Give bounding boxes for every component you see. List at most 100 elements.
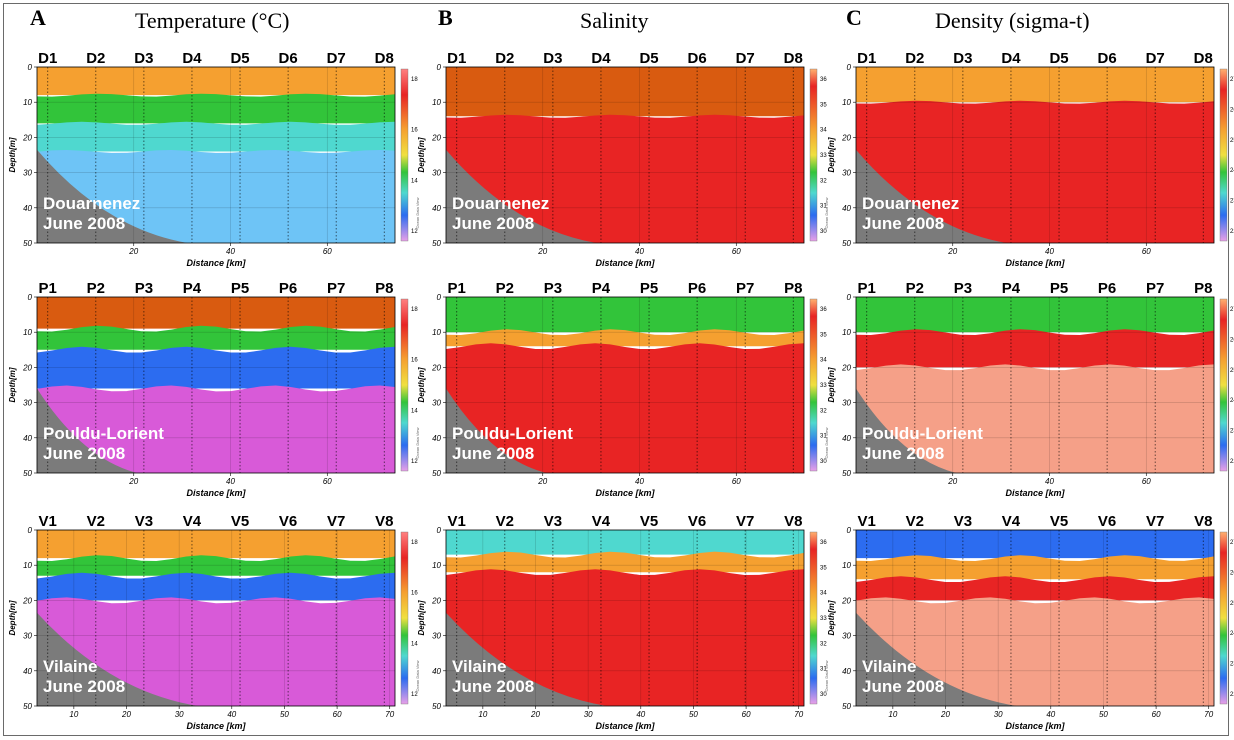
colorbar-tick-label: 24 [1230,398,1234,404]
colorbar-caption: Ocean Data View [824,427,829,458]
y-tick-label: 10 [842,98,851,107]
y-tick-label: 10 [23,561,32,570]
depth-layer [37,572,395,601]
y-tick-label: 30 [432,399,441,408]
station-label: D1 [447,50,466,67]
depth-layer [37,555,395,576]
colorbar-tick-label: 26 [1230,107,1234,113]
x-axis-label: Distance [km] [186,488,246,498]
colorbar-tick-label: 36 [820,307,827,313]
station-label: D5 [639,50,658,67]
x-tick-label: 40 [1045,477,1054,486]
colorbar-caption: Ocean Data View [824,197,829,228]
station-label: D4 [1001,50,1021,67]
colorbar-tick-label: 23 [1230,429,1234,435]
x-axis-label: Distance [km] [186,721,246,731]
y-tick-label: 20 [841,596,851,605]
colorbar [809,531,818,705]
y-axis-label: Depth[m] [827,367,836,402]
station-label: V5 [640,513,658,530]
station-label: P2 [87,280,105,297]
x-tick-label: 20 [940,710,950,719]
colorbar-tick-label: 22 [1230,692,1234,698]
date-label: June 2008 [452,677,534,696]
section-panel-c-vilaine: V1 V2 V3 V4 V5 V6 V7 V8 0 10 20 30 40 50 Depth[m] 10 20 3… [827,513,1234,731]
station-label: V7 [327,513,345,530]
plot-frame [855,66,1215,244]
depth-layer [37,297,395,329]
station-label: P8 [784,280,802,297]
x-axis-label: Distance [km] [595,258,655,268]
y-tick-label: 50 [23,702,32,711]
x-tick-label: 30 [994,710,1003,719]
y-tick-label: 50 [842,469,851,478]
y-tick-label: 40 [842,667,851,676]
depth-layer [446,114,804,243]
station-label: V5 [231,513,249,530]
station-label: P5 [1050,280,1068,297]
y-axis-label: Depth[m] [8,137,17,172]
station-label: P7 [1146,280,1164,297]
y-tick-label: 40 [432,667,441,676]
transect-label: Pouldu-Lorient [452,424,573,443]
date-label: June 2008 [452,444,534,463]
colorbar-tick-label: 30 [820,229,827,235]
bathymetry-shape [37,388,138,473]
station-label: D5 [1049,50,1068,67]
depth-layer [37,385,395,473]
y-tick-label: 30 [23,632,32,641]
colorbar-caption: Ocean Data View [415,660,420,691]
colorbar-tick-label: 25 [1230,368,1234,374]
colorbar-tick-label: 18 [411,77,418,83]
x-tick-label: 20 [121,710,131,719]
colorbar-tick-label: 32 [820,178,827,184]
transect-label: Vilaine [452,657,507,676]
colorbar-tick-label: 32 [820,408,827,414]
colorbar-tick-label: 36 [820,540,827,546]
bathymetry-shape [446,388,547,473]
y-tick-label: 50 [842,702,851,711]
station-label: D4 [182,50,202,67]
y-tick-label: 50 [23,469,32,478]
plot-frame [36,529,396,707]
x-tick-label: 10 [888,710,897,719]
colorbar-tick-label: 34 [820,591,827,597]
y-tick-label: 10 [432,98,441,107]
station-label: P5 [640,280,658,297]
depth-layer [37,325,395,350]
colorbar-tick-label: 25 [1230,601,1234,607]
x-tick-label: 20 [537,477,547,486]
station-label: V1 [448,513,466,530]
x-tick-label: 60 [1142,477,1151,486]
station-label: V3 [954,513,972,530]
y-tick-label: 20 [431,133,441,142]
x-tick-label: 50 [689,710,698,719]
station-label: V8 [784,513,802,530]
y-tick-label: 10 [432,561,441,570]
x-axis-label: Distance [km] [1005,258,1065,268]
station-label: D6 [688,50,707,67]
colorbar [809,68,818,242]
bathymetry-shape [446,149,597,243]
station-label: V5 [1050,513,1068,530]
x-tick-label: 20 [947,247,957,256]
y-tick-label: 30 [842,399,851,408]
colorbar-tick-label: 14 [411,641,418,647]
x-tick-label: 70 [385,710,394,719]
plot-frame [855,296,1215,474]
y-axis-label: Depth[m] [827,600,836,635]
depth-layer [37,121,395,152]
station-label: P4 [1002,280,1021,297]
station-label: V7 [736,513,754,530]
x-tick-label: 40 [227,710,236,719]
x-tick-label: 40 [636,710,645,719]
depth-layer [446,569,804,706]
station-label: P3 [954,280,972,297]
colorbar-tick-label: 35 [820,332,827,338]
y-tick-label: 20 [22,133,32,142]
y-tick-label: 40 [23,434,32,443]
depth-layer [856,67,1214,103]
depth-layer [446,297,804,333]
transect-label: Douarnenez [862,194,959,213]
column-title-temperature: Temperature (°C) [135,8,290,33]
